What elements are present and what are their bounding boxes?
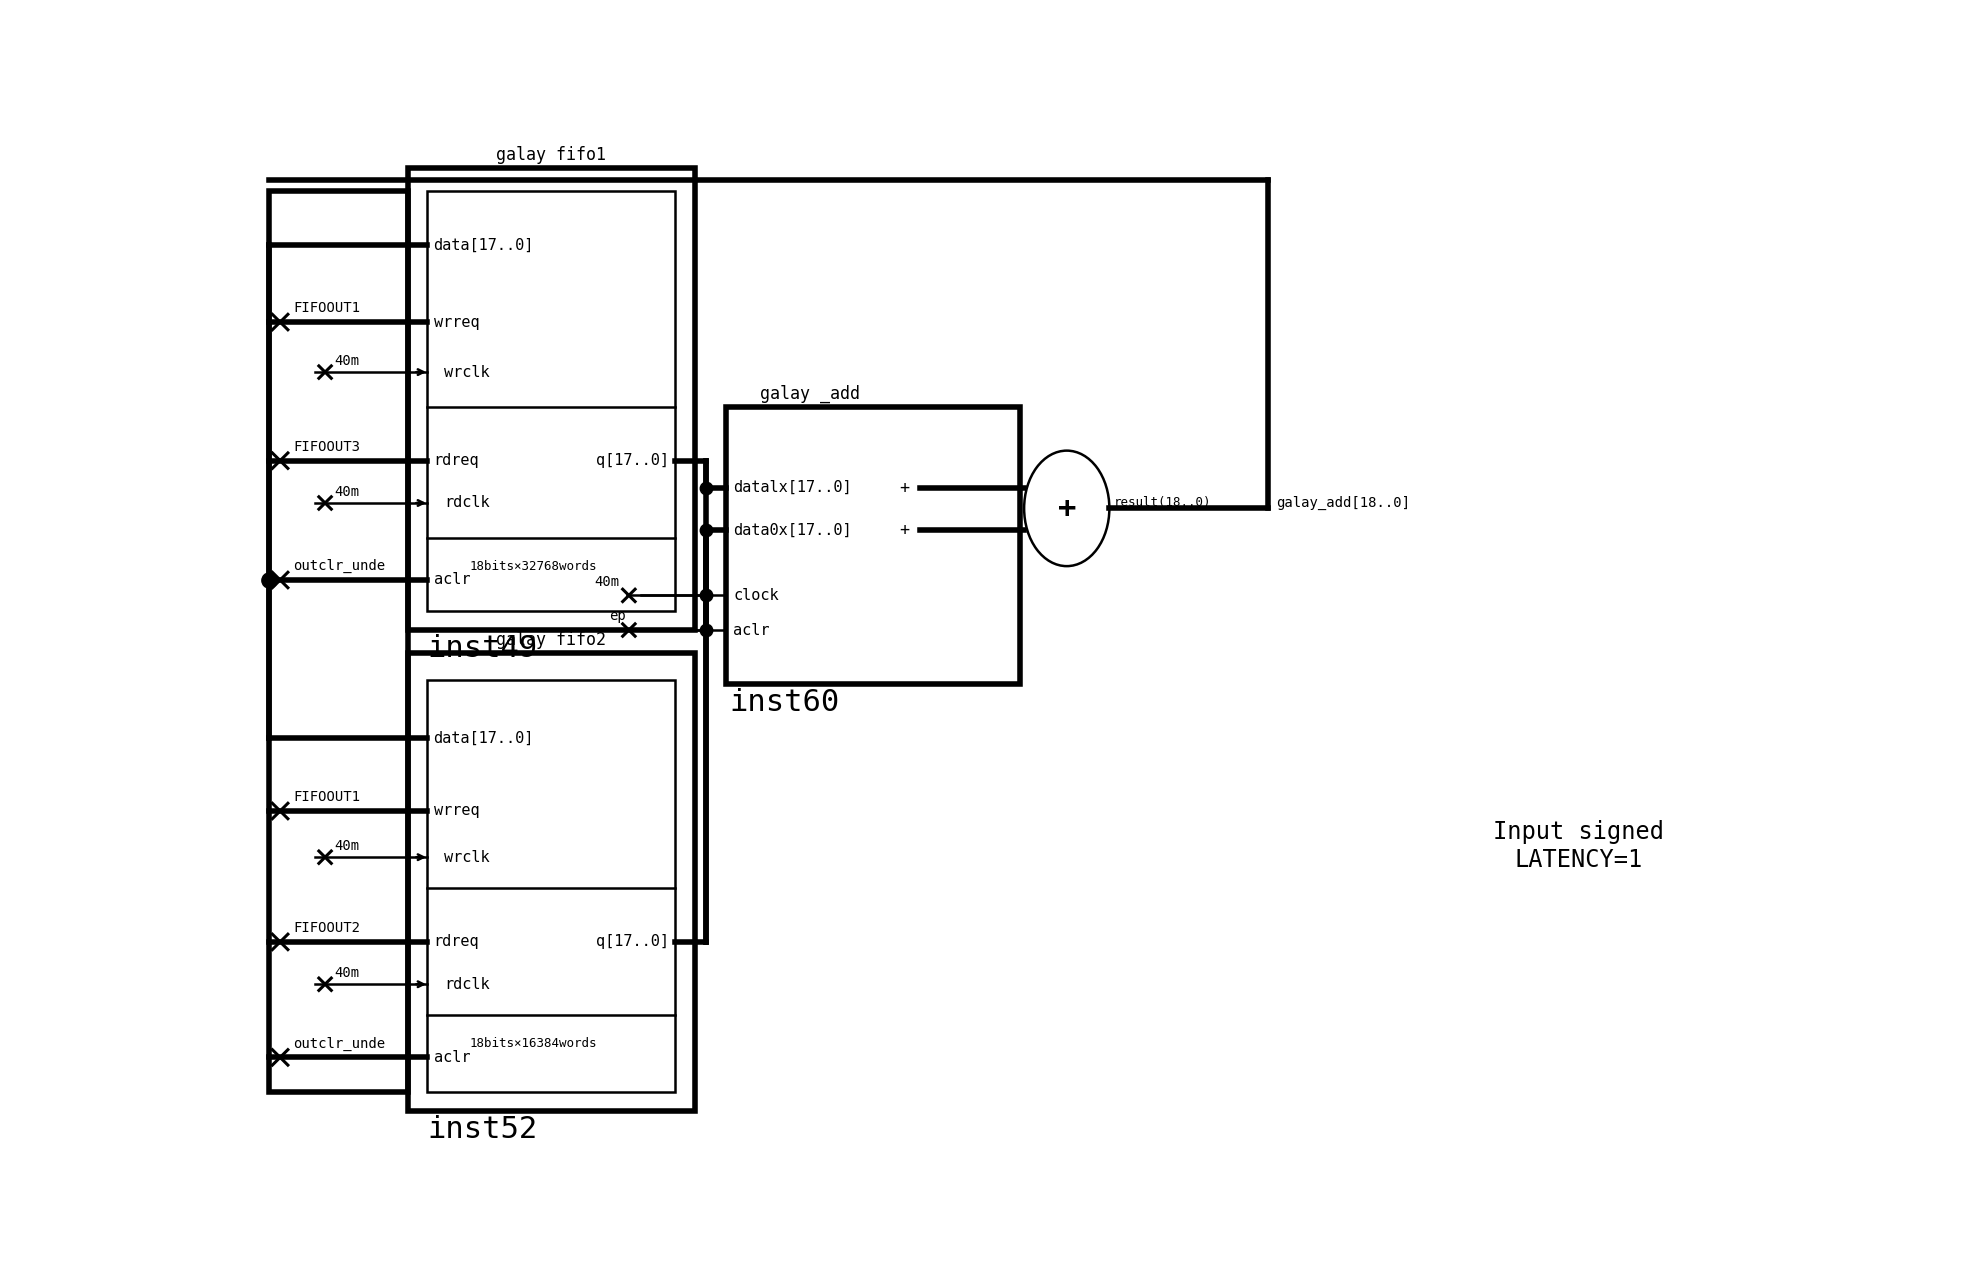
Text: rdreq: rdreq <box>434 453 479 468</box>
Text: inst60: inst60 <box>730 688 840 717</box>
Text: data0x[17..0]: data0x[17..0] <box>734 523 852 538</box>
Text: FIFOOUT3: FIFOOUT3 <box>292 440 361 454</box>
Text: wrreq: wrreq <box>434 314 479 329</box>
Text: FIFOOUT2: FIFOOUT2 <box>292 921 361 935</box>
Bar <box>408 653 695 1112</box>
Text: 40m: 40m <box>334 485 359 499</box>
Bar <box>428 191 675 611</box>
Text: 18bits×32768words: 18bits×32768words <box>471 560 598 572</box>
Text: wrclk: wrclk <box>445 850 490 865</box>
Text: Input signed
LATENCY=1: Input signed LATENCY=1 <box>1493 819 1664 871</box>
Text: outclr_unde: outclr_unde <box>292 1037 385 1051</box>
Text: data[17..0]: data[17..0] <box>434 730 534 745</box>
Text: 40m: 40m <box>334 967 359 981</box>
Text: clock: clock <box>734 588 779 603</box>
Text: FIFOOUT1: FIFOOUT1 <box>292 301 361 315</box>
Text: aclr: aclr <box>734 622 769 637</box>
Text: q[17..0]: q[17..0] <box>596 453 669 468</box>
Text: 40m: 40m <box>594 575 620 589</box>
Text: 40m: 40m <box>334 840 359 854</box>
Text: datalx[17..0]: datalx[17..0] <box>734 480 852 495</box>
Text: +: + <box>899 478 908 496</box>
Text: 18bits×16384words: 18bits×16384words <box>471 1037 598 1049</box>
Text: aclr: aclr <box>434 1049 471 1065</box>
Text: data[17..0]: data[17..0] <box>434 238 534 253</box>
Bar <box>726 407 1020 684</box>
Text: galay fifo2: galay fifo2 <box>496 631 606 649</box>
Text: outclr_unde: outclr_unde <box>292 560 385 574</box>
Text: rdclk: rdclk <box>445 496 490 510</box>
Text: inst49: inst49 <box>428 633 538 663</box>
Text: rdreq: rdreq <box>434 935 479 949</box>
Text: q[17..0]: q[17..0] <box>596 935 669 949</box>
Text: galay _add: galay _add <box>759 384 859 403</box>
Text: 40m: 40m <box>334 355 359 369</box>
Text: rdclk: rdclk <box>445 977 490 992</box>
Bar <box>408 168 695 630</box>
Text: inst52: inst52 <box>428 1116 538 1144</box>
Bar <box>269 191 408 1093</box>
Text: ep: ep <box>610 609 626 623</box>
Text: FIFOOUT1: FIFOOUT1 <box>292 790 361 804</box>
Text: wrreq: wrreq <box>434 804 479 818</box>
Text: +: + <box>899 522 908 539</box>
Text: galay_add[18..0]: galay_add[18..0] <box>1275 496 1411 510</box>
Text: galay fifo1: galay fifo1 <box>496 146 606 164</box>
Text: +: + <box>1058 494 1075 523</box>
Text: aclr: aclr <box>434 572 471 588</box>
Text: wrclk: wrclk <box>445 365 490 379</box>
Text: result(18..0): result(18..0) <box>1112 496 1211 510</box>
Bar <box>428 681 675 1093</box>
